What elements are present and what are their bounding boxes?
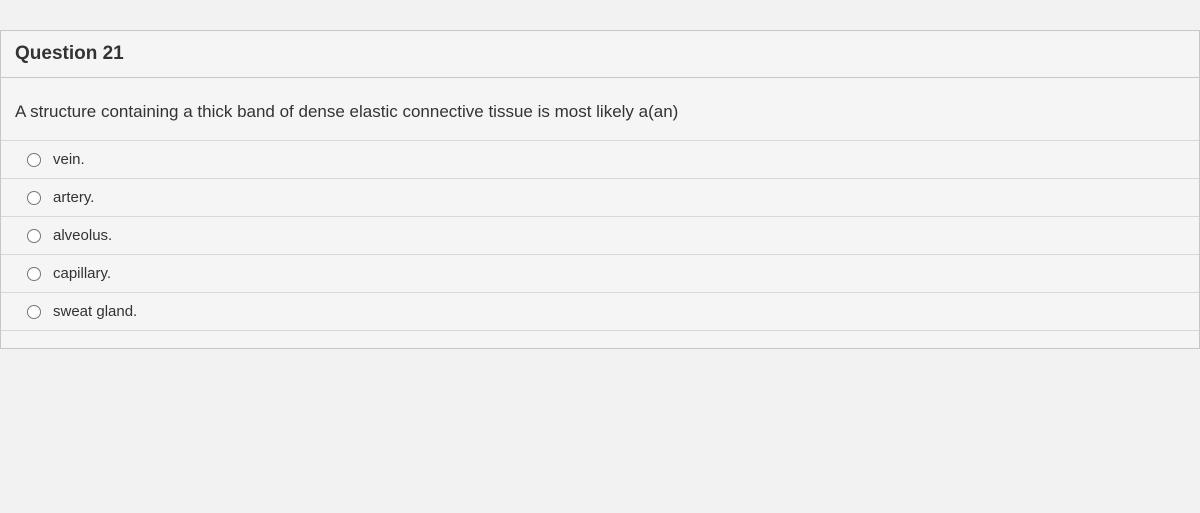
option-radio-sweat-gland[interactable] [27, 305, 41, 319]
option-label: sweat gland. [53, 303, 137, 320]
option-label: artery. [53, 189, 94, 206]
question-prompt: A structure containing a thick band of d… [15, 102, 1185, 122]
option-radio-alveolus[interactable] [27, 229, 41, 243]
question-body: A structure containing a thick band of d… [1, 78, 1199, 141]
question-title: Question 21 [15, 43, 1185, 65]
options-list: vein. artery. alveolus. capillary. sweat… [1, 141, 1199, 330]
option-radio-vein[interactable] [27, 153, 41, 167]
option-row-sweat-gland[interactable]: sweat gland. [1, 293, 1199, 330]
page-wrapper: Question 21 A structure containing a thi… [0, 0, 1200, 513]
question-container: Question 21 A structure containing a thi… [0, 30, 1200, 349]
option-row-capillary[interactable]: capillary. [1, 255, 1199, 293]
option-label: vein. [53, 151, 85, 168]
option-label: alveolus. [53, 227, 112, 244]
option-row-vein[interactable]: vein. [1, 141, 1199, 179]
option-radio-artery[interactable] [27, 191, 41, 205]
option-row-artery[interactable]: artery. [1, 179, 1199, 217]
option-label: capillary. [53, 265, 111, 282]
option-radio-capillary[interactable] [27, 267, 41, 281]
bottom-spacer [1, 330, 1199, 348]
option-row-alveolus[interactable]: alveolus. [1, 217, 1199, 255]
question-header: Question 21 [1, 31, 1199, 78]
